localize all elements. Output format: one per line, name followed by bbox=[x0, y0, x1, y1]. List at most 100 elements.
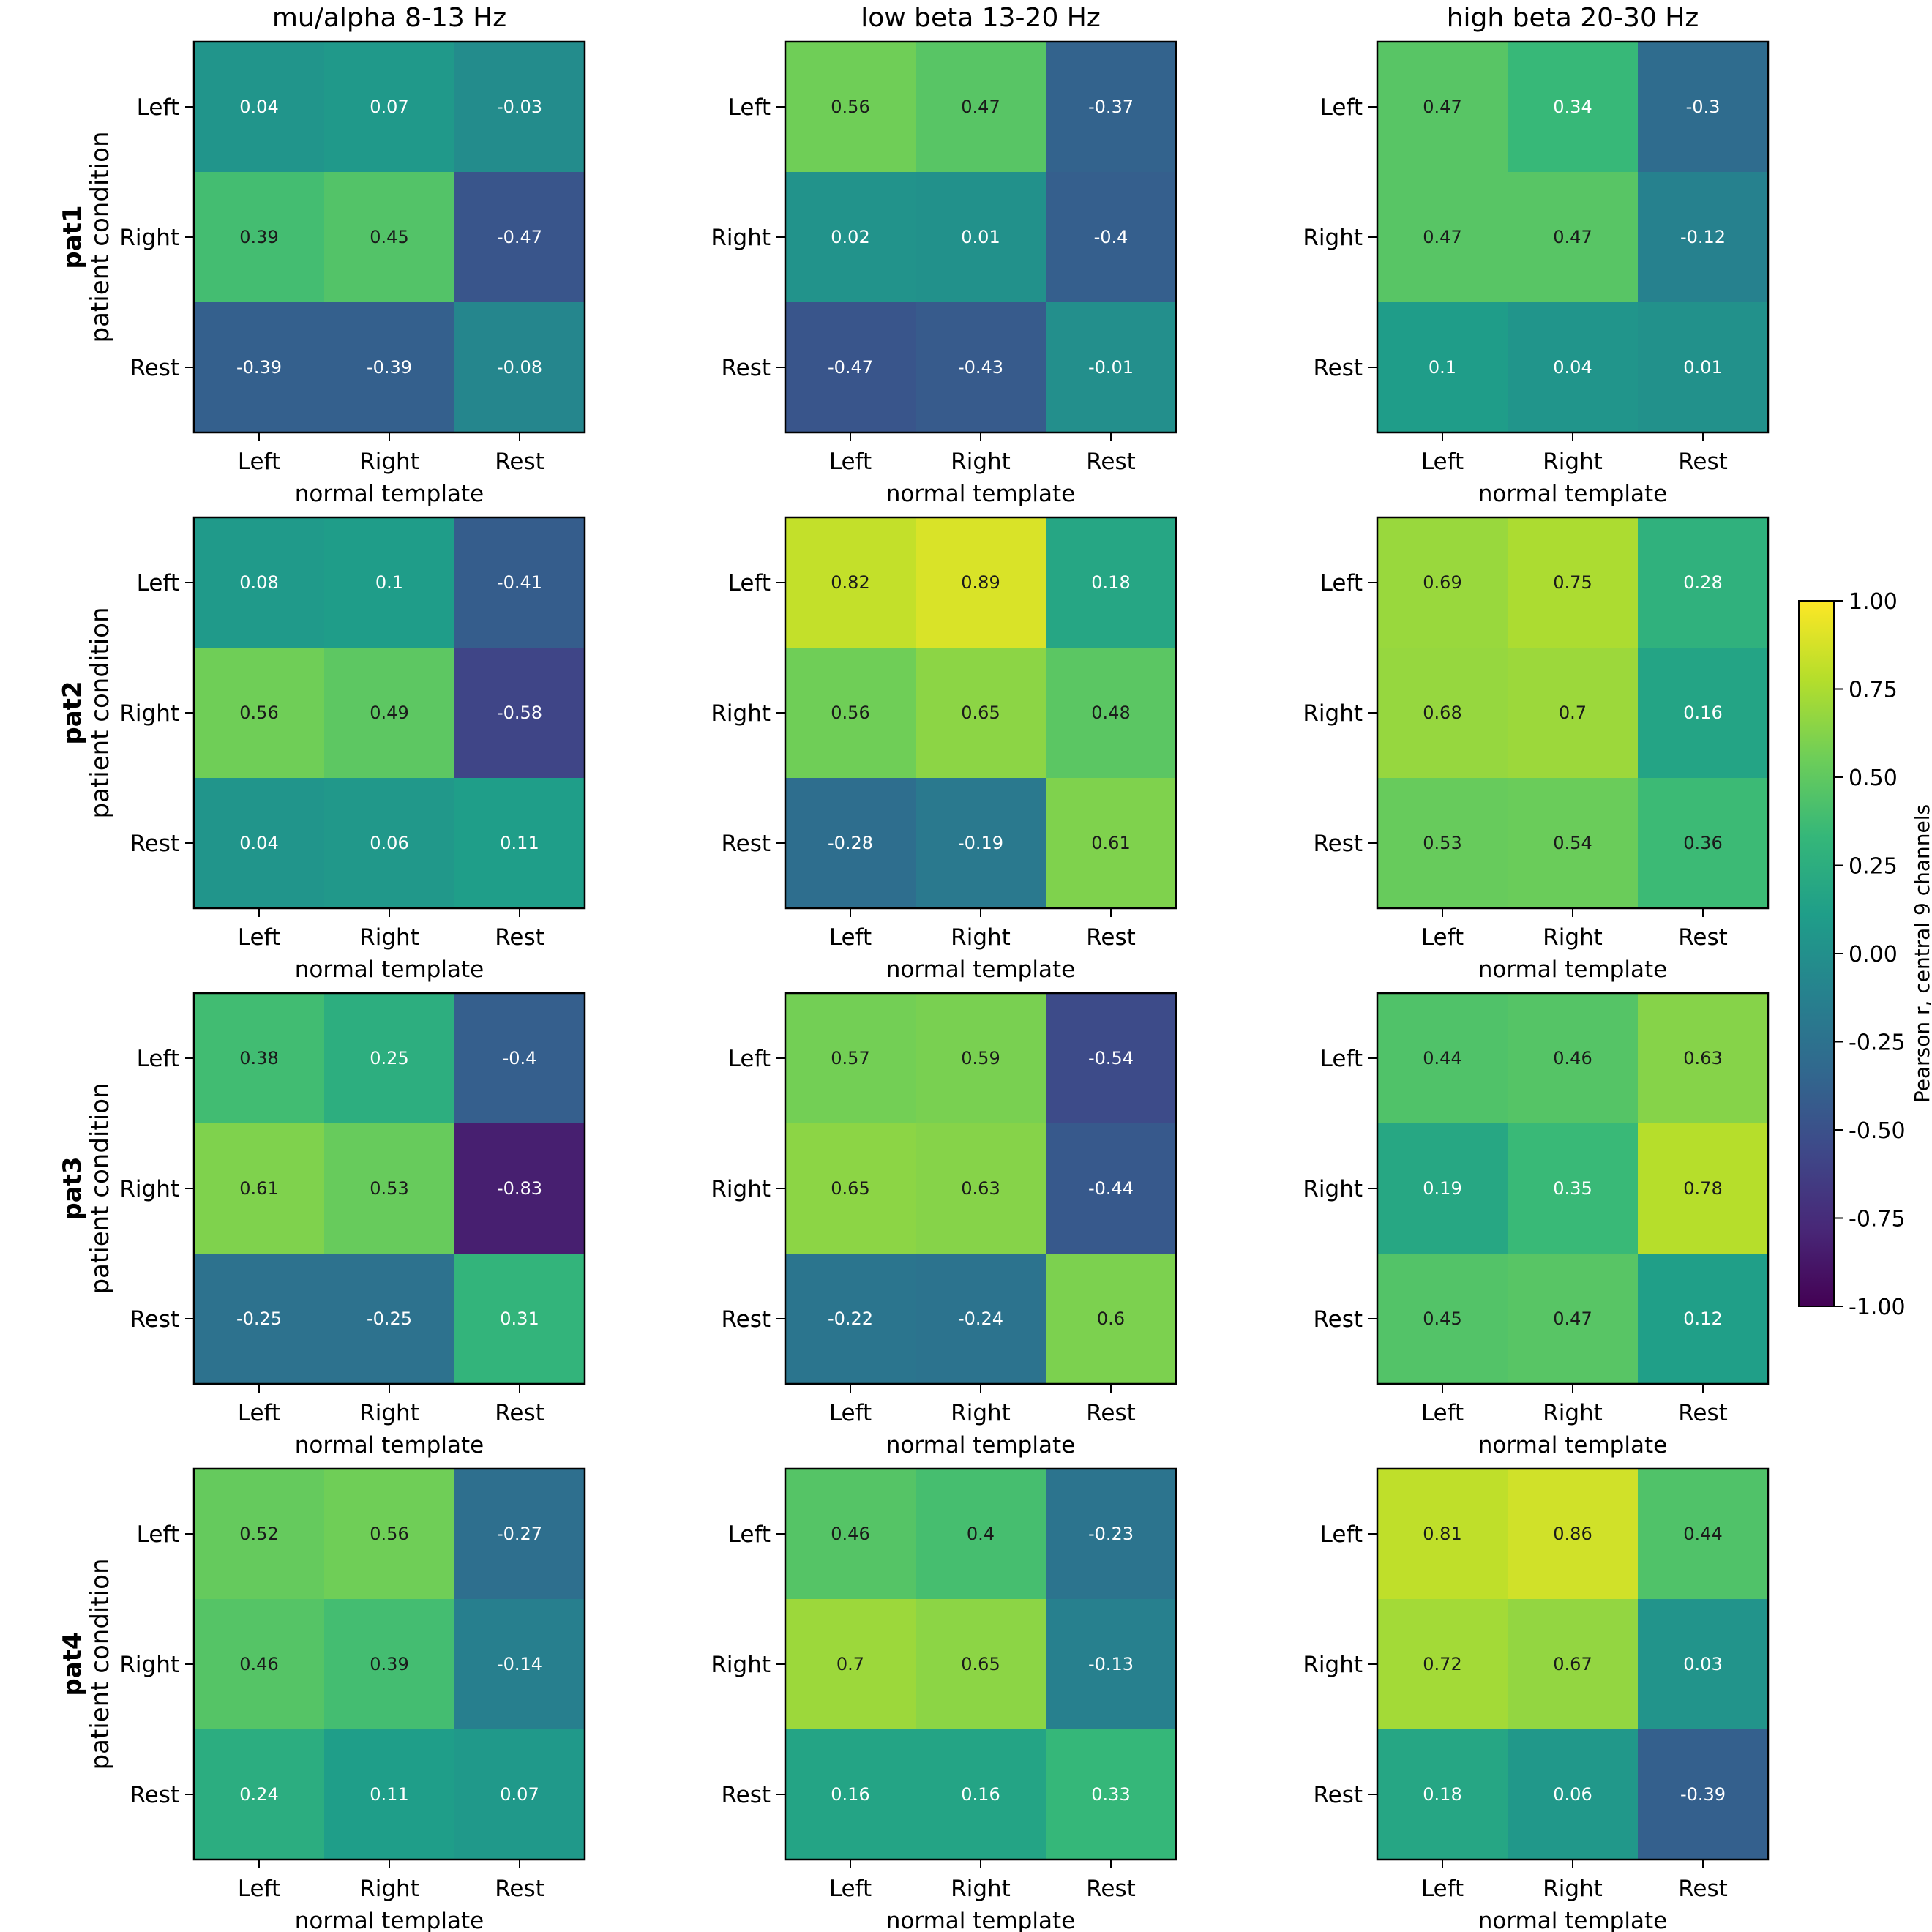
cell-value-label: -0.39 bbox=[367, 357, 412, 378]
heatmap-cell bbox=[1377, 993, 1508, 1124]
cell-value-label: 0.53 bbox=[370, 1178, 408, 1199]
heatmap-cell bbox=[1046, 1123, 1177, 1254]
heatmap-cell bbox=[454, 778, 585, 909]
heatmap-cell bbox=[916, 1599, 1046, 1730]
x-axis-label: normal template bbox=[295, 1432, 484, 1459]
y-tick-label: Left bbox=[728, 1521, 771, 1548]
heatmap-cell bbox=[1377, 302, 1508, 433]
cell-value-label: 0.38 bbox=[239, 1048, 278, 1068]
cell-value-label: 0.44 bbox=[1423, 1048, 1461, 1068]
x-tick-label: Rest bbox=[495, 449, 544, 475]
heatmap-cell bbox=[1638, 1123, 1769, 1254]
heatmap-cell bbox=[1377, 42, 1508, 173]
x-tick-label: Left bbox=[238, 1876, 280, 1902]
y-tick-label: Right bbox=[711, 700, 771, 727]
x-tick-label: Left bbox=[238, 924, 280, 951]
heatmap-cell bbox=[324, 993, 455, 1124]
cell-value-label: 0.28 bbox=[1683, 572, 1722, 593]
y-tick-label: Left bbox=[728, 94, 771, 121]
cell-value-label: 0.01 bbox=[1683, 357, 1722, 378]
heatmap-cell bbox=[785, 172, 916, 303]
heatmap-panel: 0.44 0.46 0.63 0.19 0.35 0.78 0.45 0.47 0.12 Left… bbox=[1303, 992, 1770, 1459]
x-axis-label: normal template bbox=[295, 1908, 484, 1932]
cell-value-label: -0.41 bbox=[497, 572, 542, 593]
cell-value-label: 0.18 bbox=[1423, 1784, 1461, 1805]
x-tick-label: Left bbox=[829, 1876, 872, 1902]
heatmap-cell bbox=[194, 1469, 325, 1600]
cell-value-label: -0.27 bbox=[497, 1524, 542, 1544]
cell-value-label: 0.89 bbox=[961, 572, 1000, 593]
heatmap-cell bbox=[194, 1123, 325, 1254]
heatmap-cell bbox=[1508, 1123, 1639, 1254]
heatmap-panels: mu/alpha 8-13 Hz low beta 13-20 Hz high be… bbox=[58, 3, 1770, 1932]
cell-value-label: 0.57 bbox=[831, 1048, 869, 1068]
heatmap-cell bbox=[785, 1469, 916, 1600]
x-tick-label: Right bbox=[951, 1400, 1011, 1426]
heatmap-cell bbox=[324, 1599, 455, 1730]
cell-value-label: 0.7 bbox=[1559, 703, 1587, 723]
cell-value-label: -0.28 bbox=[828, 833, 873, 853]
heatmap-cell bbox=[324, 1254, 455, 1385]
heatmap-cell bbox=[1638, 517, 1769, 648]
heatmap-cell bbox=[1046, 1254, 1177, 1385]
cell-value-label: -0.22 bbox=[828, 1308, 873, 1329]
cell-value-label: 0.56 bbox=[831, 703, 869, 723]
x-axis-label: normal template bbox=[886, 1432, 1075, 1459]
heatmap-cell bbox=[785, 778, 916, 909]
heatmap-cell bbox=[1508, 172, 1639, 303]
cell-value-label: 0.08 bbox=[239, 572, 278, 593]
cell-value-label: 0.35 bbox=[1553, 1178, 1592, 1199]
y-tick-label: Right bbox=[711, 225, 771, 251]
heatmap-cell bbox=[454, 993, 585, 1124]
cell-value-label: -0.3 bbox=[1686, 97, 1721, 117]
colorbar-tick-label: 0.75 bbox=[1849, 678, 1898, 703]
x-tick-label: Right bbox=[951, 449, 1011, 475]
heatmap-cell bbox=[1638, 42, 1769, 173]
cell-value-label: 0.6 bbox=[1097, 1308, 1125, 1329]
cell-value-label: 0.86 bbox=[1553, 1524, 1592, 1544]
cell-value-label: 0.4 bbox=[967, 1524, 995, 1544]
cell-value-label: 0.65 bbox=[961, 703, 1000, 723]
cell-value-label: -0.58 bbox=[497, 703, 542, 723]
colorbar-tick-label: -0.25 bbox=[1849, 1030, 1906, 1056]
cell-value-label: 0.47 bbox=[1553, 1308, 1592, 1329]
heatmap-cell bbox=[1377, 1729, 1508, 1860]
cell-value-label: 0.33 bbox=[1091, 1784, 1130, 1805]
heatmap-cell bbox=[916, 302, 1046, 433]
heatmap-cell bbox=[785, 1729, 916, 1860]
x-tick-label: Rest bbox=[1678, 924, 1728, 951]
y-tick-label: Right bbox=[1303, 1652, 1363, 1678]
heatmap-cell bbox=[1377, 172, 1508, 303]
colorbar-label: Pearson r, central 9 channels bbox=[1910, 804, 1932, 1103]
cell-value-label: 0.04 bbox=[239, 97, 278, 117]
heatmap-cell bbox=[194, 302, 325, 433]
cell-value-label: 0.03 bbox=[1683, 1654, 1722, 1674]
x-tick-label: Right bbox=[359, 449, 419, 475]
heatmap-cell bbox=[454, 1729, 585, 1860]
x-axis-label: normal template bbox=[886, 956, 1075, 983]
heatmap-cell bbox=[194, 993, 325, 1124]
cell-value-label: 0.75 bbox=[1553, 572, 1592, 593]
x-tick-label: Rest bbox=[495, 1876, 544, 1902]
heatmap-cell bbox=[324, 172, 455, 303]
heatmap-cell bbox=[1377, 1599, 1508, 1730]
cell-value-label: 0.59 bbox=[961, 1048, 1000, 1068]
cell-value-label: 0.67 bbox=[1553, 1654, 1592, 1674]
heatmap-cell bbox=[324, 648, 455, 779]
heatmap-cell bbox=[1508, 778, 1639, 909]
heatmap-cell bbox=[1377, 1254, 1508, 1385]
row-axis-label: patient condition bbox=[86, 607, 115, 819]
cell-value-label: -0.12 bbox=[1680, 227, 1726, 247]
heatmap-cell bbox=[454, 42, 585, 173]
heatmap-cell bbox=[1508, 1254, 1639, 1385]
x-tick-label: Rest bbox=[1678, 1400, 1728, 1426]
heatmap-cell bbox=[916, 648, 1046, 779]
heatmap-cell bbox=[454, 1469, 585, 1600]
cell-value-label: -0.54 bbox=[1088, 1048, 1134, 1068]
heatmap-panel: 0.57 0.59 -0.54 0.65 0.63 -0.44 -0.22 -0.24 0.6 L… bbox=[711, 992, 1177, 1459]
heatmap-cell bbox=[324, 1729, 455, 1860]
y-tick-label: Rest bbox=[721, 1306, 771, 1333]
cell-value-label: 0.06 bbox=[1553, 1784, 1592, 1805]
cell-value-label: 0.65 bbox=[831, 1178, 869, 1199]
